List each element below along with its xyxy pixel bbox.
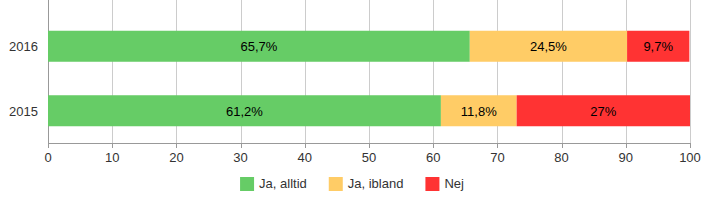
legend-label: Ja, ibland <box>348 176 404 191</box>
data-labels: 65,7% 24,5% 9,7% 61,2% 11,8% 27% <box>226 39 673 119</box>
tick-label: 100 <box>679 150 701 165</box>
grid-line <box>690 0 691 143</box>
data-label: 9,7% <box>643 39 673 54</box>
legend-swatch <box>425 177 439 191</box>
tick-label: 50 <box>362 150 376 165</box>
x-axis-line <box>48 143 690 144</box>
legend-swatch <box>329 177 343 191</box>
data-label: 11,8% <box>461 104 497 119</box>
legend: Ja, alltid Ja, ibland Nej <box>240 176 464 191</box>
bar-segment <box>441 95 517 126</box>
bar-segment <box>470 31 627 62</box>
tick-label: 80 <box>554 150 568 165</box>
tick-label: 40 <box>298 150 312 165</box>
legend-swatch <box>240 177 254 191</box>
tick-label: 10 <box>105 150 119 165</box>
tick-label: 0 <box>44 150 51 165</box>
category-label: 2016 <box>9 39 38 54</box>
grid: 0 10 20 30 40 50 60 70 80 90 100 <box>44 0 700 165</box>
data-label: 65,7% <box>240 39 277 54</box>
bar-segment <box>48 95 441 126</box>
legend-item[interactable]: Ja, alltid <box>240 176 307 191</box>
bar-segment <box>517 95 690 126</box>
data-label: 27% <box>590 104 616 119</box>
chart-svg: 0 10 20 30 40 50 60 70 80 90 100 65,7% 24,5% 9,7% 61,2… <box>0 0 704 200</box>
data-label: 61,2% <box>226 104 263 119</box>
bars <box>48 31 690 127</box>
category-labels: 2016 2015 <box>9 39 38 119</box>
legend-item[interactable]: Nej <box>425 176 464 191</box>
bar-segment <box>627 31 689 62</box>
data-label: 24,5% <box>530 39 567 54</box>
tick-label: 60 <box>426 150 440 165</box>
tick-mark <box>690 143 691 148</box>
category-label: 2015 <box>9 104 38 119</box>
legend-label: Ja, alltid <box>259 176 307 191</box>
legend-item[interactable]: Ja, ibland <box>329 176 404 191</box>
legend-label: Nej <box>444 176 464 191</box>
tick-label: 70 <box>490 150 504 165</box>
tick-label: 90 <box>619 150 633 165</box>
bar-segment <box>48 31 470 62</box>
chart-container: 0 10 20 30 40 50 60 70 80 90 100 65,7% 24,5% 9,7% 61,2… <box>0 0 704 200</box>
tick-label: 20 <box>169 150 183 165</box>
tick-label: 30 <box>233 150 247 165</box>
